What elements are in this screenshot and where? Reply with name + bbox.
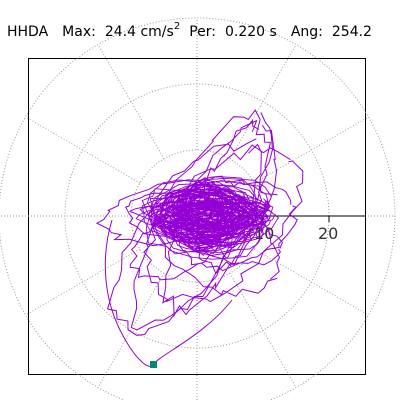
grid-spoke — [229, 272, 297, 388]
max-label: Max: — [62, 23, 96, 40]
period-label: Per: — [189, 23, 216, 40]
max-unit-exponent: 2 — [173, 21, 181, 32]
component-label: HHDA — [7, 23, 49, 40]
grid-spoke — [253, 116, 369, 184]
angle-value: 254.2 — [331, 23, 372, 40]
tick-label-20: 20 — [318, 224, 338, 243]
grid-ring-30 — [0, 17, 396, 400]
tick-label-10: 10 — [254, 224, 274, 243]
trace-tail — [104, 219, 233, 367]
max-value: 24.4 cm/s — [104, 23, 174, 40]
grid-spoke — [25, 248, 141, 316]
grid-spoke — [253, 248, 369, 316]
motion-trace — [95, 109, 304, 367]
angle-label: Ang: — [290, 23, 323, 40]
start-marker — [150, 361, 157, 368]
grid-spoke — [97, 272, 165, 388]
grid-spoke — [97, 44, 165, 160]
grid-spoke — [25, 116, 141, 184]
plot-header: HHDA Max: 24.4 cm/s2 Per: 0.220 s Ang: 254.2 — [7, 17, 372, 43]
trace-excursions — [95, 109, 304, 336]
period-value: 0.220 s — [224, 23, 277, 40]
grid-spoke — [229, 44, 297, 160]
